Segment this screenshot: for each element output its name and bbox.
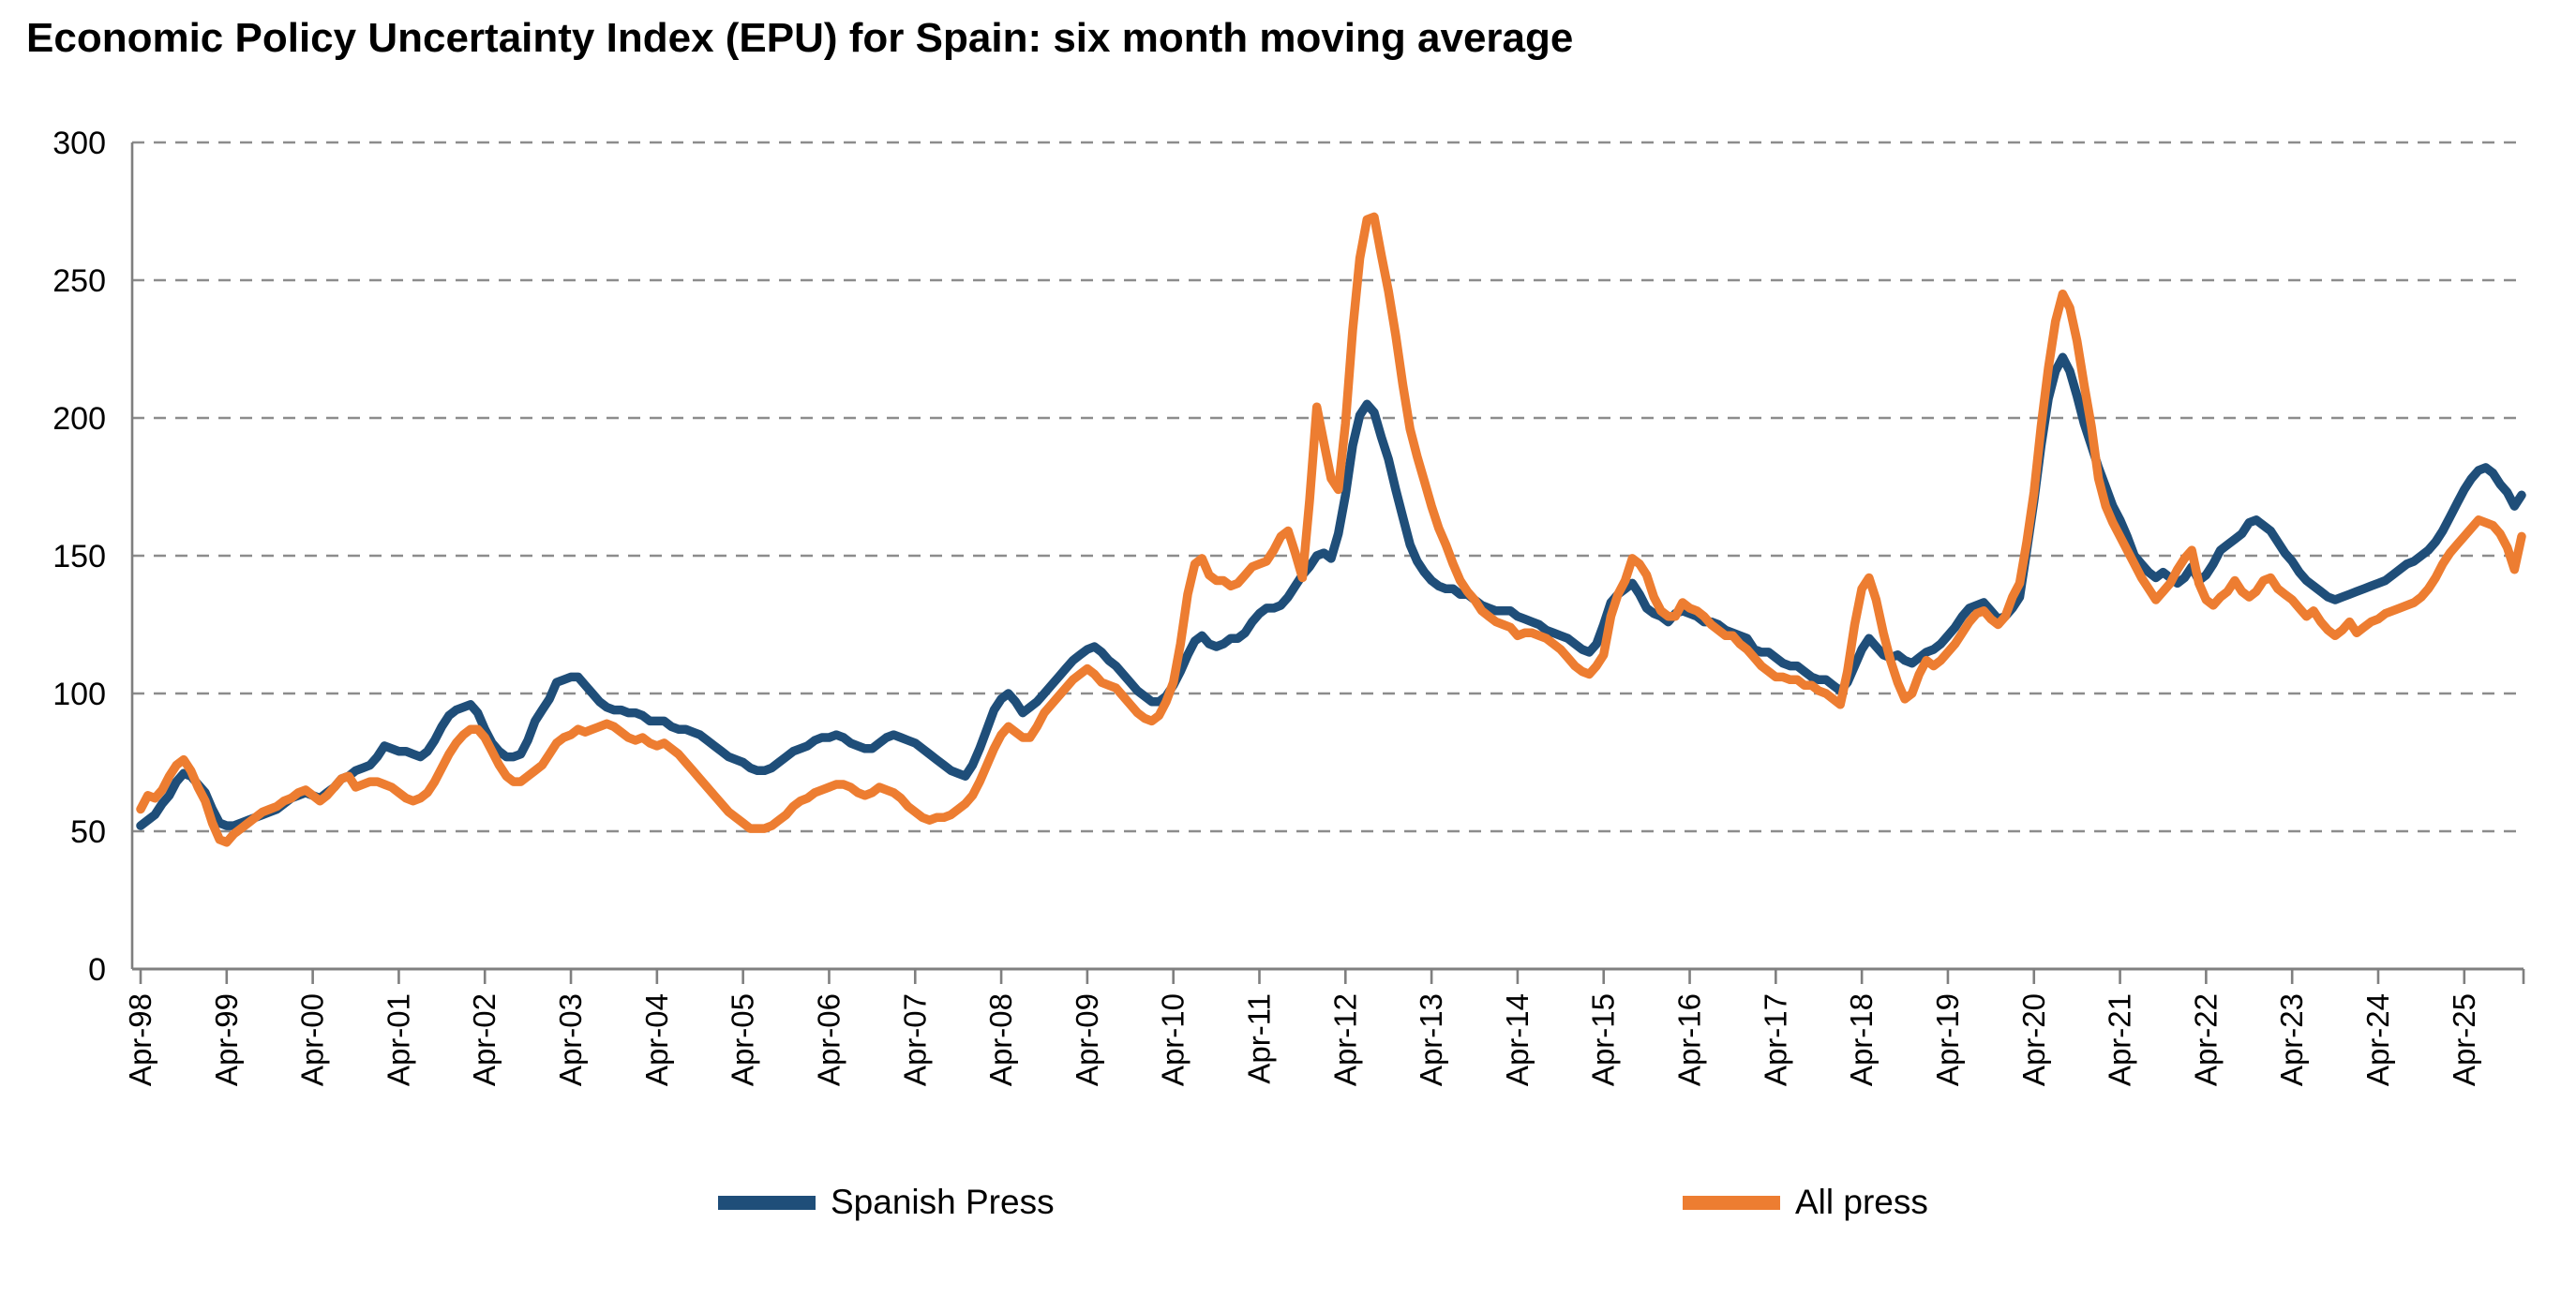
x-tick-label-Apr-18: Apr-18 xyxy=(1844,993,1879,1086)
x-tick-label-Apr-24: Apr-24 xyxy=(2360,993,2395,1086)
x-tick-label-Apr-22: Apr-22 xyxy=(2188,993,2223,1086)
legend-item-spanish-press: Spanish Press xyxy=(718,1183,1055,1222)
x-tick-label-Apr-04: Apr-04 xyxy=(639,993,674,1086)
chart-title: Economic Policy Uncertainty Index (EPU) … xyxy=(26,15,1574,61)
x-tick-label-Apr-15: Apr-15 xyxy=(1586,993,1621,1086)
x-tick-label-Apr-14: Apr-14 xyxy=(1500,993,1535,1086)
y-tick-label-150: 150 xyxy=(52,539,106,574)
x-tick-label-Apr-25: Apr-25 xyxy=(2447,993,2481,1086)
y-tick-label-200: 200 xyxy=(52,401,106,437)
x-tick-label-Apr-01: Apr-01 xyxy=(381,993,415,1086)
x-tick-label-Apr-23: Apr-23 xyxy=(2274,993,2309,1086)
y-tick-label-50: 50 xyxy=(70,814,106,850)
x-tick-label-Apr-13: Apr-13 xyxy=(1414,993,1448,1086)
x-tick-label-Apr-11: Apr-11 xyxy=(1241,993,1276,1084)
x-tick-label-Apr-99: Apr-99 xyxy=(209,993,244,1086)
all-press-label: All press xyxy=(1795,1183,1928,1221)
x-tick-label-Apr-20: Apr-20 xyxy=(2016,993,2051,1086)
y-tick-label-300: 300 xyxy=(52,126,106,161)
all-press-swatch xyxy=(1683,1195,1780,1210)
spanish-press-line xyxy=(136,352,2526,830)
x-tick-label-Apr-06: Apr-06 xyxy=(811,993,846,1086)
x-tick-label-Apr-98: Apr-98 xyxy=(123,993,157,1086)
all-press-line xyxy=(136,212,2526,847)
spanish-press-label: Spanish Press xyxy=(831,1183,1055,1221)
x-tick-label-Apr-12: Apr-12 xyxy=(1327,993,1362,1086)
spanish-press-swatch xyxy=(718,1195,816,1210)
x-tick-label-Apr-10: Apr-10 xyxy=(1156,993,1191,1086)
x-tick-label-Apr-09: Apr-09 xyxy=(1070,993,1104,1086)
legend-item-all-press: All press xyxy=(1683,1183,1928,1222)
x-tick-label-Apr-03: Apr-03 xyxy=(553,993,588,1086)
x-tick-label-Apr-02: Apr-02 xyxy=(467,993,502,1086)
x-tick-label-Apr-05: Apr-05 xyxy=(726,993,760,1086)
x-tick-label-Apr-21: Apr-21 xyxy=(2103,993,2137,1086)
x-tick-label-Apr-07: Apr-07 xyxy=(897,993,932,1086)
x-tick-label-Apr-08: Apr-08 xyxy=(983,993,1018,1086)
y-tick-label-0: 0 xyxy=(88,952,106,988)
x-tick-label-Apr-00: Apr-00 xyxy=(295,993,330,1086)
y-tick-label-100: 100 xyxy=(52,677,106,712)
x-tick-label-Apr-16: Apr-16 xyxy=(1672,993,1707,1086)
y-tick-label-250: 250 xyxy=(52,263,106,299)
x-tick-label-Apr-19: Apr-19 xyxy=(1930,993,1965,1086)
x-tick-label-Apr-17: Apr-17 xyxy=(1758,993,1792,1086)
